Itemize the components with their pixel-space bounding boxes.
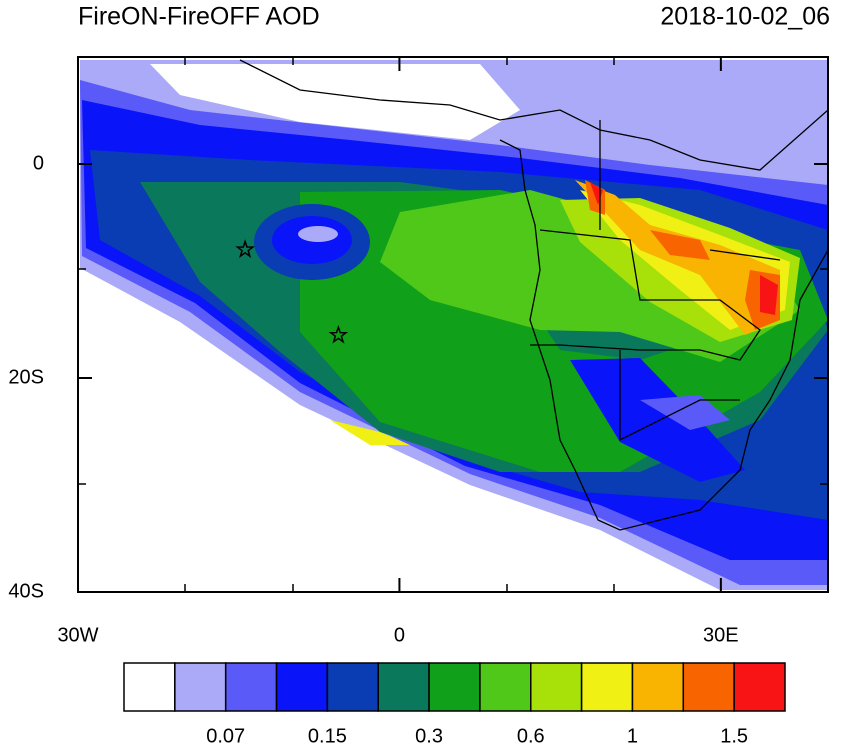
colorbar-box (224, 662, 278, 712)
y-tick-label: 20S (8, 366, 44, 388)
colorbar-label: 1 (627, 725, 638, 747)
colorbar-box (377, 662, 430, 712)
title: FireON-FireOFF AOD (78, 3, 320, 31)
colorbar-label: 0.3 (415, 725, 443, 747)
colorbar-box (123, 662, 176, 712)
colorbar-box (479, 662, 532, 712)
colorbar-box (580, 662, 634, 712)
colorbar-box (275, 662, 329, 712)
colorbar-label: 1.5 (720, 725, 748, 747)
colorbar-box (682, 662, 735, 712)
time-label: 2018-10-02_06 (660, 3, 830, 31)
colorbar-label: 0.6 (517, 725, 545, 747)
colorbar-box (428, 662, 481, 712)
map-frame (77, 56, 829, 593)
x-tick-label: 0 (394, 624, 405, 646)
colorbar-label: 0.07 (206, 725, 245, 747)
colorbar-label: 0.15 (308, 725, 347, 747)
site-marker (328, 324, 349, 344)
y-tick-label: 40S (8, 580, 44, 602)
colorbar-box (174, 662, 227, 712)
colorbar-box (733, 662, 786, 712)
minor-ticks (78, 57, 828, 592)
x-tick-label: 30E (703, 624, 739, 646)
site-marker (235, 239, 255, 258)
x-tick-label: 30W (57, 624, 98, 646)
aod-field (78, 57, 828, 592)
colorbar-box (631, 662, 685, 712)
colorbar-box (326, 662, 379, 712)
colorbar-box (530, 662, 583, 712)
y-tick-label: 0 (33, 152, 44, 174)
